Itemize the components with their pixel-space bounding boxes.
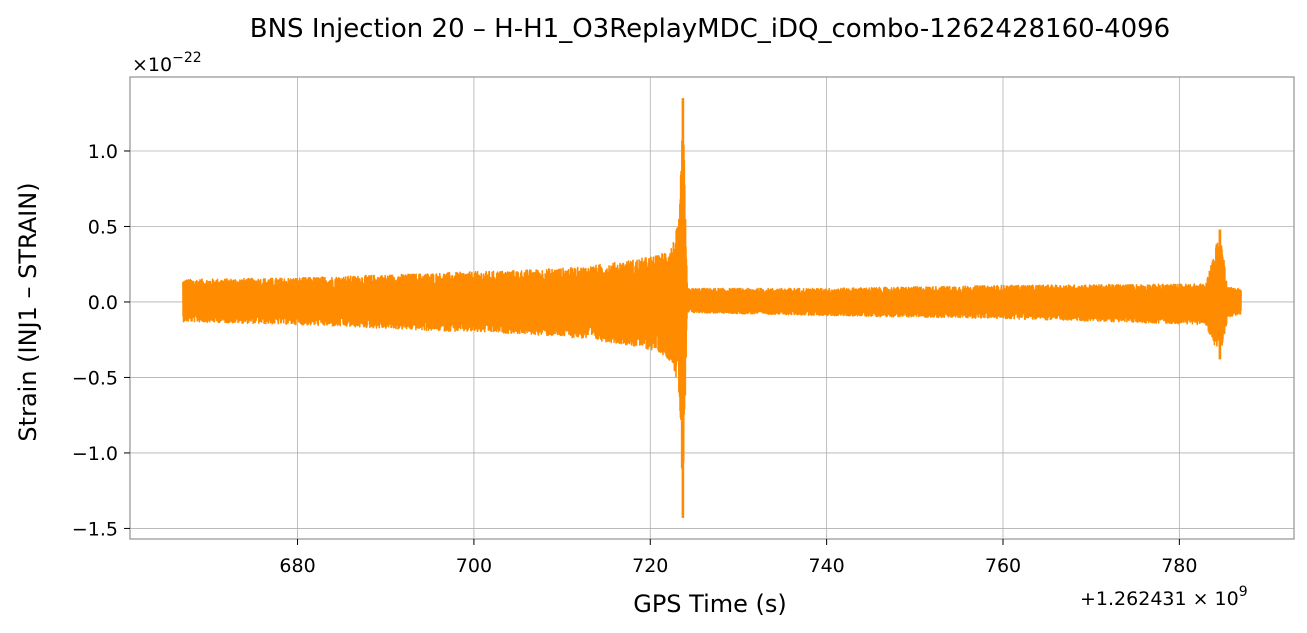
y-tick-label: −1.0 — [72, 443, 118, 465]
y-axis-label: Strain (INJ1 – STRAIN) — [14, 182, 42, 441]
strain-series-line — [182, 113, 1242, 509]
x-offset-base: 10 — [1215, 588, 1239, 610]
x-offset-prefix: +1.262431 — [1080, 588, 1187, 610]
y-multiplier-times: × — [132, 54, 148, 76]
plot-frame — [129, 76, 1295, 540]
x-tick-label: 780 — [1161, 555, 1197, 577]
y-tick-label: −0.5 — [72, 367, 118, 389]
y-tick-label: 0.0 — [88, 292, 118, 314]
chart-title: BNS Injection 20 – H-H1_O3ReplayMDC_iDQ_… — [250, 14, 1170, 44]
x-tick-label: 740 — [809, 555, 845, 577]
x-axis-label: GPS Time (s) — [633, 590, 787, 618]
x-offset-exponent: 9 — [1239, 584, 1248, 600]
x-offset: +1.262431 × 109 — [1080, 584, 1248, 610]
y-multiplier-exponent: −22 — [172, 50, 202, 66]
y-multiplier-base: 10 — [148, 54, 172, 76]
y-multiplier: ×10−22 — [132, 50, 202, 76]
x-tick-label: 720 — [632, 555, 668, 577]
series-layer — [182, 98, 1242, 518]
x-tick-label: 700 — [456, 555, 492, 577]
y-tick-label: −1.5 — [72, 518, 118, 540]
y-tick-label: 1.0 — [88, 141, 118, 163]
y-tick-layer: −1.5 −1.0 −0.5 0.0 0.5 1.0 — [72, 141, 130, 540]
x-tick-layer: 680 700 720 740 760 780 — [279, 539, 1197, 577]
x-offset-times: × — [1193, 588, 1209, 610]
x-tick-label: 680 — [279, 555, 315, 577]
x-tick-label: 760 — [985, 555, 1021, 577]
y-tick-label: 0.5 — [88, 216, 118, 238]
